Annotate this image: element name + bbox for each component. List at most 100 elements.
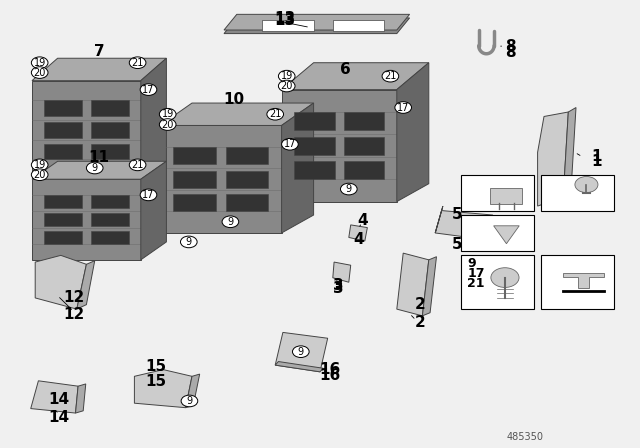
Polygon shape: [422, 257, 436, 316]
Polygon shape: [77, 261, 95, 309]
Circle shape: [478, 232, 495, 243]
Bar: [91, 195, 129, 208]
Text: 20: 20: [280, 81, 293, 91]
Polygon shape: [224, 14, 410, 30]
Text: 5: 5: [452, 207, 462, 222]
Text: 18: 18: [543, 179, 561, 192]
Circle shape: [140, 84, 157, 95]
Bar: [44, 122, 82, 138]
Polygon shape: [134, 370, 192, 408]
Bar: [541, 175, 614, 211]
Polygon shape: [35, 255, 86, 309]
Text: 21: 21: [131, 160, 144, 170]
Polygon shape: [563, 273, 604, 288]
Text: 9: 9: [186, 237, 192, 247]
Circle shape: [292, 346, 309, 358]
Text: 9: 9: [186, 396, 193, 406]
Circle shape: [575, 177, 598, 193]
Text: 19: 19: [161, 109, 174, 119]
Text: 485350: 485350: [506, 432, 543, 442]
Text: 12: 12: [63, 290, 84, 306]
Circle shape: [31, 67, 48, 78]
Polygon shape: [349, 225, 367, 241]
Text: 19: 19: [463, 219, 481, 233]
Bar: [226, 171, 268, 188]
Text: 10: 10: [223, 92, 244, 107]
Text: 17: 17: [467, 267, 484, 280]
Text: 2: 2: [415, 315, 426, 330]
Text: 8: 8: [506, 39, 516, 54]
Polygon shape: [141, 58, 166, 179]
Bar: [173, 171, 216, 188]
Text: 21: 21: [131, 58, 144, 68]
Text: 9: 9: [227, 217, 234, 227]
Bar: [226, 194, 268, 211]
Text: 21: 21: [384, 71, 397, 81]
Bar: [461, 215, 534, 251]
Bar: [344, 161, 384, 179]
Text: 1: 1: [591, 149, 602, 164]
Text: 9: 9: [92, 163, 98, 173]
Text: 20: 20: [33, 68, 46, 78]
Polygon shape: [275, 332, 328, 372]
Bar: [44, 231, 82, 244]
Text: 17: 17: [142, 190, 155, 200]
Circle shape: [31, 169, 48, 181]
Circle shape: [340, 183, 357, 195]
Bar: [461, 255, 534, 309]
Text: 21: 21: [467, 276, 484, 290]
Bar: [344, 137, 384, 155]
Polygon shape: [493, 226, 519, 244]
Text: 19: 19: [33, 58, 46, 68]
Bar: [91, 122, 129, 138]
Text: 15: 15: [145, 359, 166, 374]
Text: 19: 19: [280, 71, 293, 81]
Polygon shape: [32, 81, 141, 179]
Polygon shape: [186, 374, 200, 408]
Bar: [91, 144, 129, 159]
Text: 4: 4: [353, 232, 364, 247]
Text: 17: 17: [142, 85, 155, 95]
Polygon shape: [224, 18, 410, 34]
Text: 9: 9: [467, 257, 476, 270]
Bar: [44, 144, 82, 159]
Circle shape: [159, 108, 176, 120]
Circle shape: [222, 216, 239, 228]
Bar: [173, 147, 216, 164]
Bar: [91, 231, 129, 244]
Text: 20: 20: [161, 120, 174, 129]
Circle shape: [31, 159, 48, 171]
Circle shape: [395, 102, 412, 113]
Bar: [44, 195, 82, 208]
Circle shape: [267, 108, 284, 120]
Circle shape: [129, 159, 146, 171]
Bar: [262, 20, 314, 31]
Text: 16: 16: [319, 362, 341, 377]
Bar: [44, 100, 82, 116]
Polygon shape: [76, 384, 86, 413]
Polygon shape: [397, 253, 429, 316]
Text: 12: 12: [63, 307, 84, 322]
Circle shape: [140, 189, 157, 201]
Bar: [226, 147, 268, 164]
Text: 3: 3: [333, 281, 343, 297]
Text: 14: 14: [48, 410, 70, 425]
FancyBboxPatch shape: [490, 188, 522, 204]
Text: 19: 19: [33, 160, 46, 170]
Text: 20: 20: [33, 170, 46, 180]
Polygon shape: [333, 262, 351, 282]
Text: 13: 13: [274, 11, 296, 26]
Text: 6: 6: [340, 62, 351, 77]
Bar: [44, 213, 82, 226]
Polygon shape: [397, 63, 429, 202]
Text: 16: 16: [319, 368, 341, 383]
Circle shape: [86, 162, 103, 174]
Text: 5: 5: [452, 237, 462, 252]
Circle shape: [129, 57, 146, 69]
Circle shape: [181, 395, 198, 407]
Text: 21: 21: [269, 109, 282, 119]
Text: 11: 11: [89, 150, 109, 165]
Text: 9: 9: [298, 347, 304, 357]
Polygon shape: [282, 63, 429, 90]
Text: 4: 4: [357, 213, 367, 228]
